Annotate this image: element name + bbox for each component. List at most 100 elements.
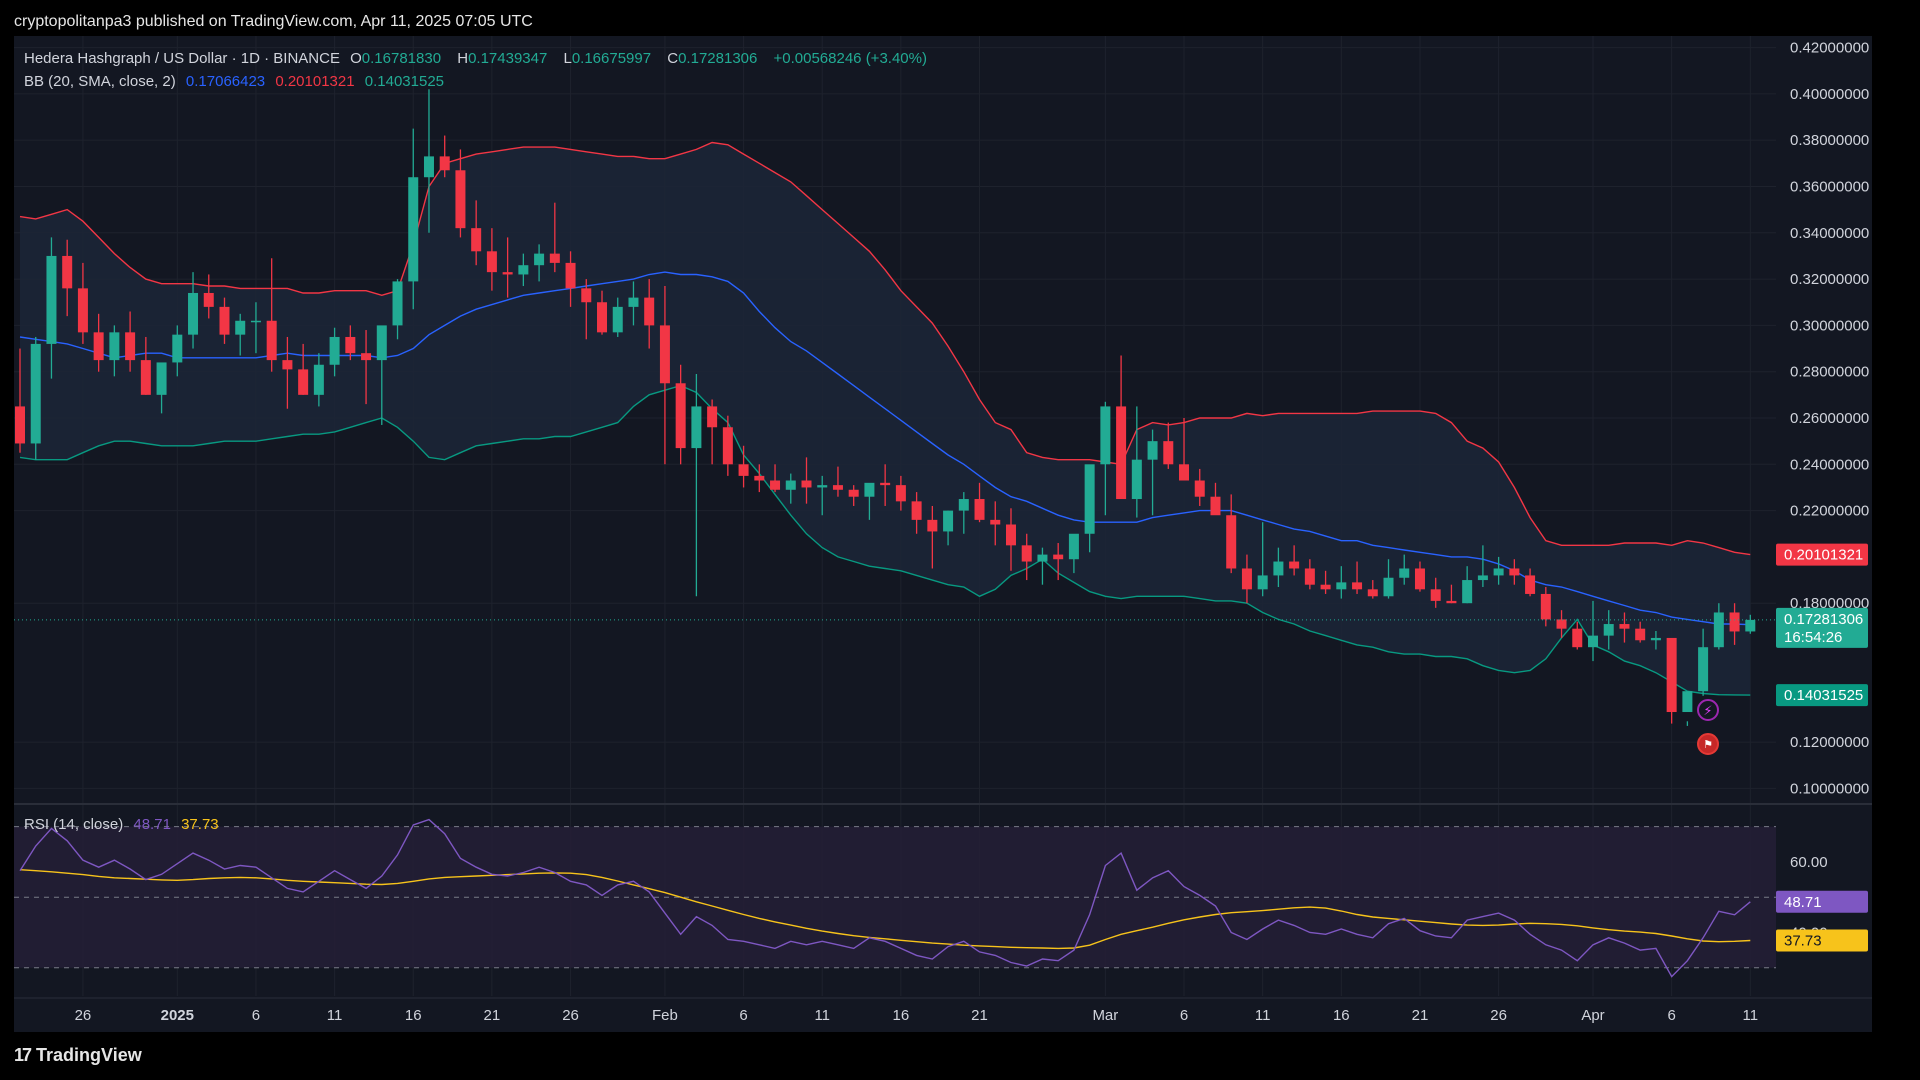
candle-body (1556, 619, 1567, 629)
candle (911, 492, 922, 534)
candle (1540, 587, 1551, 627)
candle-body (455, 170, 466, 229)
price-tick-label: 0.38000000 (1790, 132, 1869, 149)
tradingview-logo[interactable]: 17 TradingView (14, 1045, 142, 1066)
candle-body (1430, 589, 1441, 601)
candle-body (439, 156, 450, 171)
candle (1021, 533, 1032, 581)
time-tick-label: 26 (75, 1007, 92, 1024)
close-value: 0.17281306 (678, 50, 758, 67)
candle-body (1163, 441, 1174, 465)
chart-canvas[interactable]: 0.42000000 0.40000000 0.38000000 0.36000000… (14, 36, 1872, 1032)
time-tick-label: Mar (1092, 1007, 1118, 1024)
candle-body (1477, 575, 1488, 581)
candle-body (298, 369, 309, 395)
rsi-badge-bg (1776, 890, 1868, 913)
candle (754, 464, 765, 493)
candle-body (1745, 619, 1756, 632)
rsi-label[interactable]: RSI (14, close) (24, 816, 124, 833)
candle (1257, 522, 1268, 597)
candle (817, 475, 828, 516)
price-tick-label: 0.42000000 (1790, 40, 1869, 57)
candle (282, 336, 293, 409)
rsi-line (19, 818, 1751, 978)
price-axis: 0.42000000 0.40000000 0.38000000 0.36000000… (1790, 40, 1869, 798)
chart-area[interactable]: 0.42000000 0.40000000 0.38000000 0.36000000… (14, 36, 1872, 1032)
time-tick-label: 26 (562, 1007, 579, 1024)
candle-body (235, 320, 246, 335)
flash-event-icon[interactable]: ⚡ (1697, 699, 1719, 721)
candle (15, 348, 25, 453)
price-tick-label: 0.28000000 (1790, 364, 1869, 381)
candle (1745, 614, 1756, 634)
candle-body (1729, 612, 1740, 632)
candle-body (1068, 533, 1079, 560)
bb-legend[interactable]: BB (20, SMA, close, 2) 0.17066423 0.2010… (24, 73, 450, 90)
us-flag-icon[interactable]: ⚑ (1697, 733, 1719, 755)
candle-body (1414, 568, 1425, 590)
candle-body (1540, 593, 1551, 620)
candle (958, 492, 969, 534)
candle-body (644, 297, 655, 326)
candle (943, 510, 954, 546)
candle-body (770, 480, 781, 490)
candle-body (156, 362, 167, 395)
candle-body (1446, 600, 1457, 604)
time-tick-label: 21 (484, 1007, 501, 1024)
bb-upper-value: 0.20101321 (275, 73, 355, 90)
rsi-badge-text: 48.71 (1784, 894, 1822, 911)
candle (1588, 600, 1598, 662)
candle-body (1005, 524, 1016, 546)
time-tick-label: 2025 (161, 1007, 194, 1024)
candle (1414, 561, 1425, 592)
time-tick-label: 16 (1333, 1007, 1350, 1024)
candle-body (1021, 545, 1032, 562)
candle-body (1210, 496, 1221, 516)
candle (864, 482, 875, 520)
price-tick-label: 0.24000000 (1790, 456, 1869, 473)
candle (329, 327, 340, 377)
candle (832, 466, 843, 497)
candle-body (1147, 441, 1158, 460)
rsi-legend[interactable]: RSI (14, close) 48.71 37.73 (24, 816, 225, 833)
candle-body (282, 360, 293, 370)
candle (1100, 401, 1111, 516)
candle-body (880, 482, 891, 486)
time-tick-label: 6 (252, 1007, 260, 1024)
rsi-ma-badge-bg (1776, 929, 1868, 952)
symbol-title[interactable]: Hedera Hashgraph / US Dollar · 1D · BINA… (24, 50, 340, 67)
candle (707, 399, 718, 465)
candle (376, 325, 387, 425)
candle (1698, 628, 1709, 696)
candle (1352, 561, 1363, 594)
symbol-legend[interactable]: Hedera Hashgraph / US Dollar · 1D · BINA… (24, 50, 933, 67)
candle (974, 482, 985, 523)
candle (644, 279, 655, 349)
candle-body (628, 297, 639, 307)
candle (628, 281, 639, 326)
candle-body (1713, 612, 1724, 648)
candle-body (722, 427, 733, 465)
candle (313, 353, 324, 407)
candle (266, 258, 277, 372)
candle-body (266, 320, 277, 361)
time-tick-label: 11 (1255, 1007, 1271, 1024)
candle-body (1304, 568, 1315, 585)
bb-label[interactable]: BB (20, SMA, close, 2) (24, 73, 176, 90)
candle (927, 505, 938, 569)
candle-body (832, 485, 843, 490)
candle-body (895, 485, 906, 502)
candle (1226, 494, 1237, 574)
current-price-badge-countdown: 16:54:26 (1784, 629, 1842, 646)
close-label: C (667, 50, 679, 67)
candle (46, 237, 57, 379)
candle (408, 128, 419, 310)
price-tick-label: 0.26000000 (1790, 410, 1869, 427)
bb-lower-badge: 0.14031525 (1776, 684, 1868, 707)
candle-body (990, 519, 1001, 525)
candle-body (1619, 624, 1630, 629)
candle-body (1037, 554, 1048, 562)
candle-body (392, 281, 403, 326)
candle (1116, 355, 1127, 500)
candle-body (250, 320, 261, 323)
